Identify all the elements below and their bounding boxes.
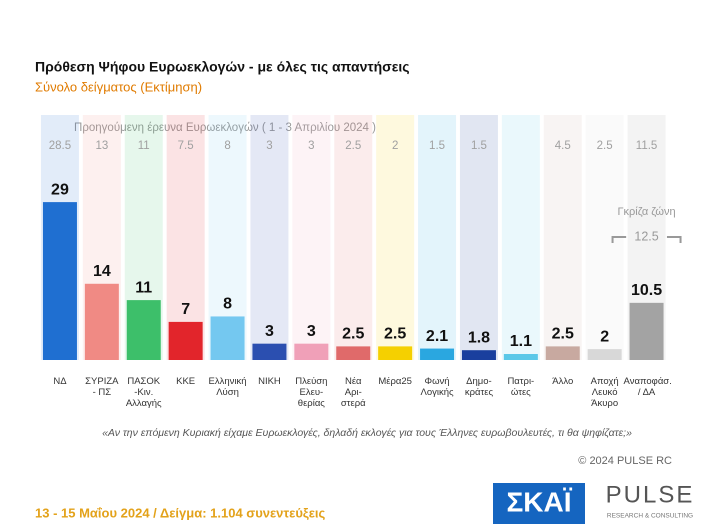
previous-value: 3 — [266, 140, 272, 152]
column-bg — [501, 115, 540, 360]
gray-zone-bracket — [611, 236, 627, 243]
x-tick-label: ΚΚΕ — [176, 376, 196, 387]
x-tick-label: Δημο- κράτες — [464, 376, 494, 398]
value-label: 2.1 — [426, 328, 448, 345]
x-tick-label: Φωνή Λογικής — [420, 376, 454, 398]
previous-value: 1.5 — [429, 140, 445, 152]
previous-value: 8 — [224, 140, 230, 152]
value-label: 2 — [600, 328, 609, 345]
value-label: 2.5 — [342, 326, 364, 343]
skai-logo: ΣΚΑΪ — [506, 486, 572, 517]
bar — [420, 348, 455, 360]
previous-value: 11 — [138, 140, 150, 152]
x-tick-label: Αποχή Λευκό Άκυρο — [590, 376, 619, 409]
footer: 13 - 15 Μαΐου 2024 / Δείγμα: 1.104 συνεν… — [35, 505, 325, 520]
previous-value: 28.5 — [49, 140, 71, 152]
value-label: 3 — [307, 323, 316, 340]
column-bg — [334, 115, 373, 360]
bar — [336, 346, 371, 360]
previous-value: 2.5 — [345, 140, 361, 152]
bar — [252, 343, 287, 360]
value-label: 10.5 — [631, 282, 662, 299]
value-label: 2.5 — [552, 326, 574, 343]
previous-value: 2 — [392, 140, 398, 152]
gray-zone-value: 12.5 — [634, 229, 658, 243]
value-label: 2.5 — [384, 326, 406, 343]
bar — [294, 343, 329, 360]
pulse-logo-sub: RESEARCH & CONSULTING — [607, 513, 693, 520]
x-tick-label: Ελληνική Λύση — [208, 376, 247, 398]
column-bg — [418, 115, 457, 360]
value-label: 3 — [265, 323, 274, 340]
bar — [503, 354, 538, 360]
value-label: 14 — [93, 263, 111, 280]
x-tick-label: Πατρι- ώτες — [507, 376, 535, 398]
x-tick-label: Μέρα25 — [378, 376, 412, 387]
value-label: 1.8 — [468, 329, 490, 346]
column-bg — [459, 115, 498, 360]
bar — [587, 349, 622, 360]
bar — [378, 346, 413, 360]
pulse-logo: PULSE — [606, 481, 695, 508]
x-tick-label: ΝΙΚΗ — [258, 376, 281, 387]
value-label: 11 — [135, 279, 152, 296]
chart-subtitle: Σύνολο δείγματος (Εκτίμηση) — [35, 79, 202, 94]
previous-value: 3 — [308, 140, 314, 152]
previous-value: 2.5 — [597, 140, 613, 152]
x-tick-label: Νέα Αρι- στερά — [340, 376, 366, 409]
bar — [545, 346, 580, 360]
x-tick-label: Πλεύση Ελευ- θερίας — [295, 376, 328, 409]
question: «Αν την επόμενη Κυριακή είχαμε Ευρωεκλογ… — [102, 427, 632, 439]
column-bg — [376, 115, 415, 360]
previous-value: 13 — [95, 140, 108, 152]
gray-zone-bracket — [666, 236, 682, 243]
bar — [210, 316, 245, 360]
x-tick-label: ΠΑΣΟΚ -Κιν. Αλλαγής — [125, 376, 162, 409]
bar — [42, 202, 77, 360]
chart-title: Πρόθεση Ψήφου Ευρωεκλογών - με όλες τις … — [35, 59, 410, 75]
value-label: 8 — [223, 296, 232, 313]
copyright: © 2024 PULSE RC — [578, 455, 672, 467]
bar — [461, 350, 496, 360]
x-tick-label: Άλλο — [552, 376, 574, 387]
value-label: 7 — [181, 301, 190, 318]
column-bg — [543, 115, 582, 360]
column-bg — [250, 115, 289, 360]
x-tick-label: ΣΥΡΙΖΑ - ΠΣ — [85, 376, 119, 398]
previous-value: 7.5 — [178, 140, 194, 152]
x-tick-label: ΝΔ — [53, 376, 67, 387]
column-bg — [292, 115, 331, 360]
skai-logo-box — [493, 483, 585, 524]
bar — [126, 300, 161, 360]
bar — [629, 302, 664, 360]
previous-value: 4.5 — [555, 140, 571, 152]
previous-value: 11.5 — [636, 140, 658, 152]
previous-label: Προηγούμενη έρευνα Ευρωεκλογών ( 1 - 3 Α… — [74, 122, 376, 134]
bar — [168, 321, 203, 360]
column-bg — [166, 115, 205, 360]
x-tick-label: Αναποφάσ. / ΔΑ — [623, 376, 672, 398]
previous-value: 1.5 — [471, 140, 487, 152]
value-label: 29 — [51, 181, 69, 198]
value-label: 1.1 — [510, 333, 532, 350]
gray-zone-label: Γκρίζα ζώνη — [617, 206, 675, 218]
bar — [84, 283, 119, 360]
